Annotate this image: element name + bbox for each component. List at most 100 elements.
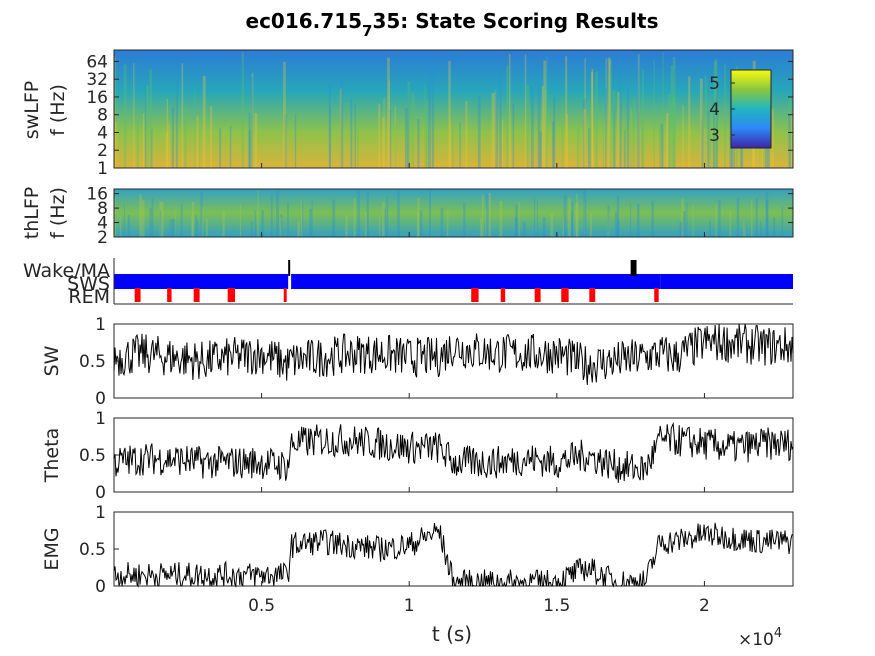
spectrogram-streak bbox=[607, 211, 611, 237]
spectrogram-streak bbox=[568, 197, 571, 237]
spectrogram-streak bbox=[543, 60, 547, 168]
spectrogram-streak bbox=[612, 90, 616, 168]
state-segment-rem bbox=[500, 288, 506, 302]
theta-axes bbox=[113, 417, 794, 493]
spectrogram-streak bbox=[760, 221, 762, 237]
spectrogram-streak bbox=[356, 126, 359, 168]
spectrogram-streak bbox=[174, 208, 176, 237]
spectrogram-streak bbox=[382, 117, 385, 168]
chart-title: ec016.715735: State Scoring Results bbox=[246, 9, 659, 40]
spectrogram-streak bbox=[566, 114, 569, 168]
spectrogram-streak bbox=[537, 71, 541, 168]
spectrogram-streak bbox=[114, 121, 117, 168]
spectrogram-streak bbox=[765, 200, 769, 237]
spectrogram-streak bbox=[709, 220, 711, 237]
spectrogram-streak bbox=[171, 107, 175, 168]
spectrogram-streak bbox=[241, 52, 244, 169]
spectrogram-streak bbox=[382, 202, 385, 237]
spectrogram-streak bbox=[196, 219, 199, 237]
spectrogram-streak bbox=[626, 87, 630, 168]
state-label-wake: Wake/MA bbox=[23, 260, 110, 282]
spectrogram-streak bbox=[573, 215, 575, 237]
spectrogram-streak bbox=[120, 215, 122, 237]
spectrogram-streak bbox=[424, 83, 426, 168]
spectrogram-streak bbox=[425, 107, 428, 168]
spectrogram-streak bbox=[222, 211, 225, 237]
spectrogram-streak bbox=[176, 80, 178, 168]
spectrogram-streak bbox=[617, 92, 620, 168]
spectrogram-streak bbox=[679, 221, 683, 237]
spectrogram-streak bbox=[562, 219, 565, 237]
spectrogram-streak bbox=[514, 216, 518, 237]
state-segment-rem bbox=[534, 288, 541, 302]
spectrogram-streak bbox=[449, 122, 451, 168]
spectrogram-streak bbox=[353, 198, 356, 237]
swlfp-tick-label: 16 bbox=[86, 88, 108, 108]
spectrogram-streak bbox=[576, 193, 578, 237]
swlfp-tick-label: 32 bbox=[86, 70, 108, 90]
sw-series-line bbox=[113, 323, 794, 385]
spectrogram-streak bbox=[394, 125, 397, 168]
spectrogram-streak bbox=[636, 203, 640, 237]
spectrogram-streak bbox=[653, 60, 655, 168]
spectrogram-streak bbox=[191, 201, 195, 237]
spectrogram-streak bbox=[139, 194, 142, 237]
thlfp-texture bbox=[114, 189, 784, 237]
spectrogram-streak bbox=[339, 88, 343, 168]
spectrogram-streak bbox=[755, 197, 758, 237]
spectrogram-streak bbox=[184, 107, 187, 168]
spectrogram-streak bbox=[485, 193, 489, 237]
theta-panel: 00.51 Theta bbox=[41, 409, 794, 503]
spectrogram-streak bbox=[261, 210, 264, 237]
state-segment-sws bbox=[291, 274, 661, 289]
spectrogram-streak bbox=[485, 209, 488, 237]
spectrogram-streak bbox=[770, 108, 774, 168]
swlfp-spectrogram bbox=[114, 50, 793, 168]
swlfp-axes bbox=[113, 49, 794, 169]
spectrogram-streak bbox=[584, 58, 586, 169]
spectrogram-streak bbox=[553, 96, 556, 168]
spectrogram-streak bbox=[751, 199, 753, 237]
colorbar-ticks: 3 4 5 bbox=[709, 74, 735, 146]
thlfp-axes bbox=[113, 188, 794, 238]
spectrogram-streak bbox=[788, 115, 791, 168]
theta-tick-label: 0.5 bbox=[79, 446, 106, 466]
state-label-sws: SWS bbox=[67, 273, 110, 295]
spectrogram-streak bbox=[714, 59, 718, 169]
spectrogram-streak bbox=[146, 85, 149, 168]
spectrogram-streak bbox=[394, 106, 396, 168]
spectrogram-streak bbox=[704, 76, 707, 168]
state-label-rem: REM bbox=[68, 286, 110, 308]
spectrogram-streak bbox=[544, 89, 547, 168]
theta-yticks: 00.51 bbox=[79, 409, 119, 503]
spectrogram-streak bbox=[180, 204, 183, 237]
spectrogram-streak bbox=[389, 109, 392, 168]
spectrogram-streak bbox=[248, 130, 251, 168]
spectrogram-streak bbox=[159, 210, 162, 237]
spectrogram-streak bbox=[765, 192, 769, 237]
spectrogram-streak bbox=[660, 123, 664, 168]
spectrogram-streak bbox=[169, 219, 171, 237]
spectrogram-streak bbox=[571, 201, 574, 237]
spectrogram-streak bbox=[617, 219, 620, 237]
spectrogram-streak bbox=[431, 65, 435, 168]
spectrogram-streak bbox=[773, 217, 776, 237]
spectrogram-streak bbox=[651, 201, 654, 237]
spectrogram-streak bbox=[251, 72, 254, 168]
theta-tick-label: 0 bbox=[95, 483, 106, 503]
colorbar bbox=[730, 69, 772, 149]
x-axis-ticks: 0.5 1 1.5 2 bbox=[248, 163, 710, 616]
spectrogram-streak bbox=[329, 108, 331, 168]
spectrogram-streak bbox=[641, 69, 644, 168]
spectrogram-streak bbox=[630, 203, 632, 237]
spectrogram-streak bbox=[713, 99, 715, 168]
spectrogram-streak bbox=[194, 92, 196, 168]
swlfp-ylabel-unit: f (Hz) bbox=[47, 84, 69, 136]
spectrogram-streak bbox=[552, 121, 555, 168]
sw-tick-label: 0 bbox=[95, 389, 106, 409]
spectrogram-streak bbox=[165, 132, 168, 168]
spectrogram-streak bbox=[477, 96, 481, 168]
spectrogram-streak bbox=[199, 128, 201, 168]
